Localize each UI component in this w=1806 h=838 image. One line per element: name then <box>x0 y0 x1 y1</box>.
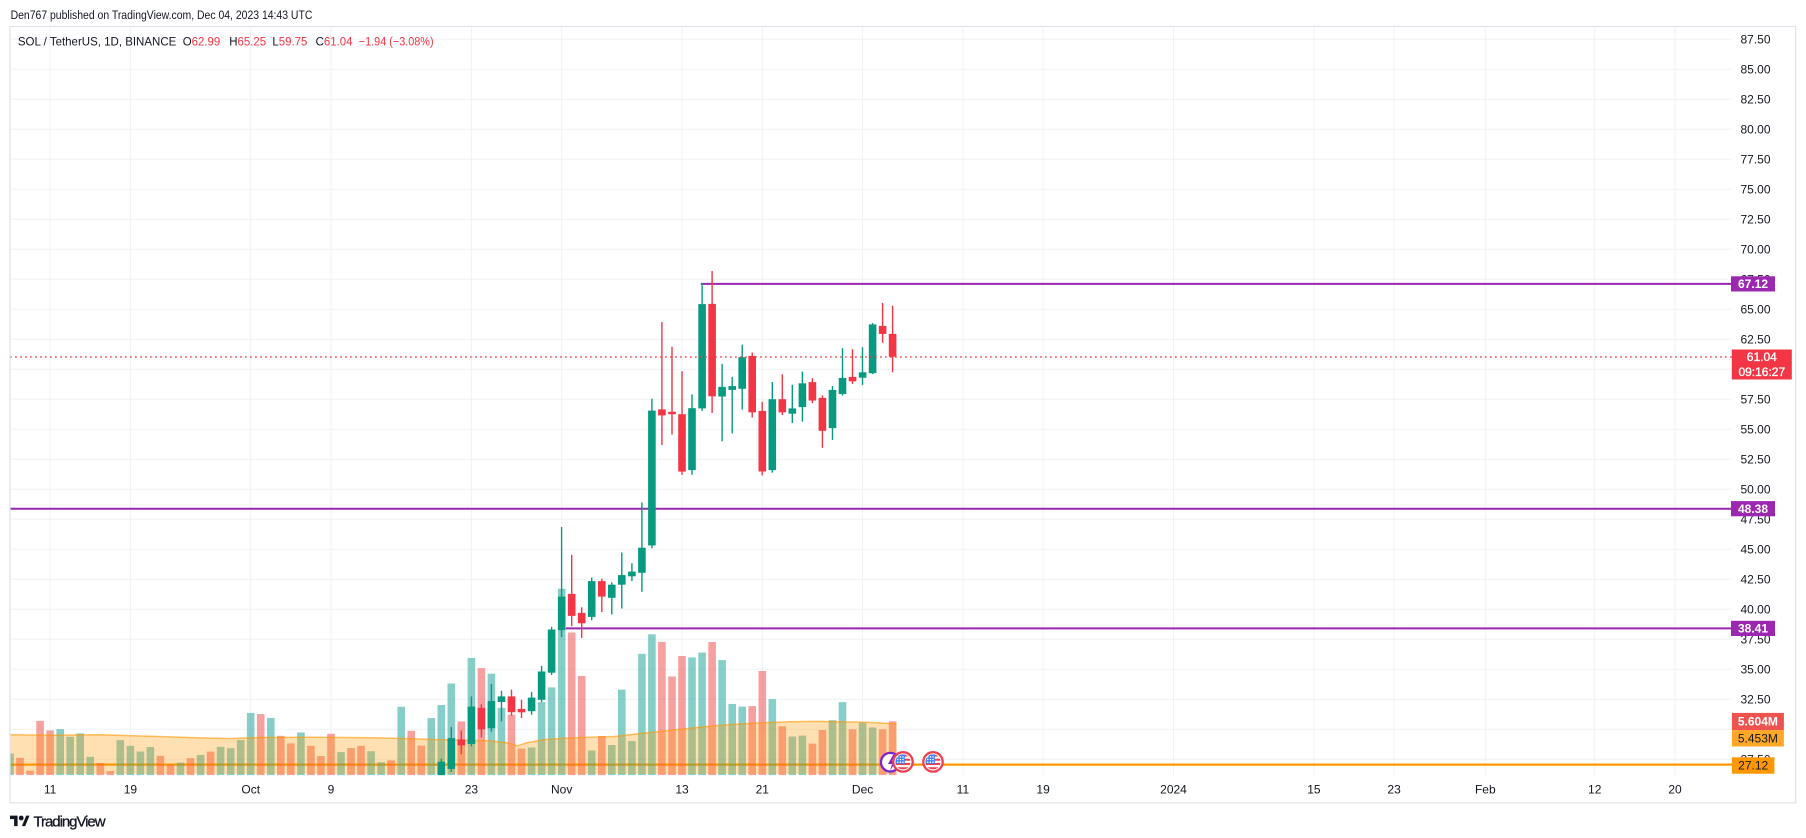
svg-text:72.50: 72.50 <box>1741 213 1771 227</box>
svg-text:5.453M: 5.453M <box>1738 732 1778 746</box>
svg-text:11: 11 <box>44 782 57 796</box>
svg-text:87.50: 87.50 <box>1741 33 1771 47</box>
svg-text:45.00: 45.00 <box>1741 543 1771 557</box>
svg-text:L59.75: L59.75 <box>272 36 307 49</box>
svg-text:65.00: 65.00 <box>1741 303 1771 317</box>
svg-text:SOL / TetherUS, 1D, BINANCE: SOL / TetherUS, 1D, BINANCE <box>18 36 177 49</box>
svg-text:Oct: Oct <box>241 782 260 796</box>
svg-text:21: 21 <box>756 782 770 796</box>
svg-text:32.50: 32.50 <box>1741 693 1771 707</box>
svg-text:11: 11 <box>957 782 970 796</box>
svg-text:52.50: 52.50 <box>1741 453 1771 467</box>
svg-text:2024: 2024 <box>1160 782 1187 796</box>
svg-text:19: 19 <box>1036 782 1050 796</box>
svg-text:12: 12 <box>1588 782 1602 796</box>
svg-text:61.04: 61.04 <box>1747 350 1777 364</box>
svg-text:40.00: 40.00 <box>1741 603 1771 617</box>
svg-text:Dec: Dec <box>852 782 873 796</box>
svg-text:Den767 published on TradingVie: Den767 published on TradingView.com, Dec… <box>11 9 313 22</box>
svg-text:70.00: 70.00 <box>1741 243 1771 257</box>
svg-text:27.12: 27.12 <box>1738 759 1768 773</box>
svg-text:62.50: 62.50 <box>1741 333 1771 347</box>
svg-text:13: 13 <box>675 782 689 796</box>
svg-text:37.50: 37.50 <box>1741 633 1771 647</box>
svg-text:42.50: 42.50 <box>1741 573 1771 587</box>
svg-text:75.00: 75.00 <box>1741 183 1771 197</box>
svg-text:09:16:27: 09:16:27 <box>1738 365 1785 379</box>
svg-text:Feb: Feb <box>1475 782 1496 796</box>
svg-text:85.00: 85.00 <box>1741 63 1771 77</box>
svg-text:80.00: 80.00 <box>1741 123 1771 137</box>
svg-text:19: 19 <box>124 782 138 796</box>
svg-text:48.38: 48.38 <box>1738 502 1768 516</box>
svg-text:55.00: 55.00 <box>1741 423 1771 437</box>
svg-text:15: 15 <box>1307 782 1321 796</box>
svg-text:23: 23 <box>465 782 479 796</box>
svg-text:9: 9 <box>328 782 335 796</box>
svg-text:67.12: 67.12 <box>1738 277 1768 291</box>
svg-text:57.50: 57.50 <box>1741 393 1771 407</box>
svg-text:Nov: Nov <box>551 782 572 796</box>
svg-text:20: 20 <box>1668 782 1682 796</box>
svg-text:H65.25: H65.25 <box>229 36 266 49</box>
svg-text:O62.99: O62.99 <box>183 36 221 49</box>
svg-text:TradingView: TradingView <box>34 813 106 830</box>
svg-text:77.50: 77.50 <box>1741 153 1771 167</box>
svg-text:50.00: 50.00 <box>1741 483 1771 497</box>
svg-text:−1.94 (−3.08%): −1.94 (−3.08%) <box>359 36 434 48</box>
svg-text:C61.04: C61.04 <box>316 36 353 49</box>
svg-text:82.50: 82.50 <box>1741 93 1771 107</box>
svg-text:5.604M: 5.604M <box>1738 715 1778 729</box>
svg-text:23: 23 <box>1387 782 1401 796</box>
svg-text:38.41: 38.41 <box>1738 622 1768 636</box>
svg-text:35.00: 35.00 <box>1741 663 1771 677</box>
